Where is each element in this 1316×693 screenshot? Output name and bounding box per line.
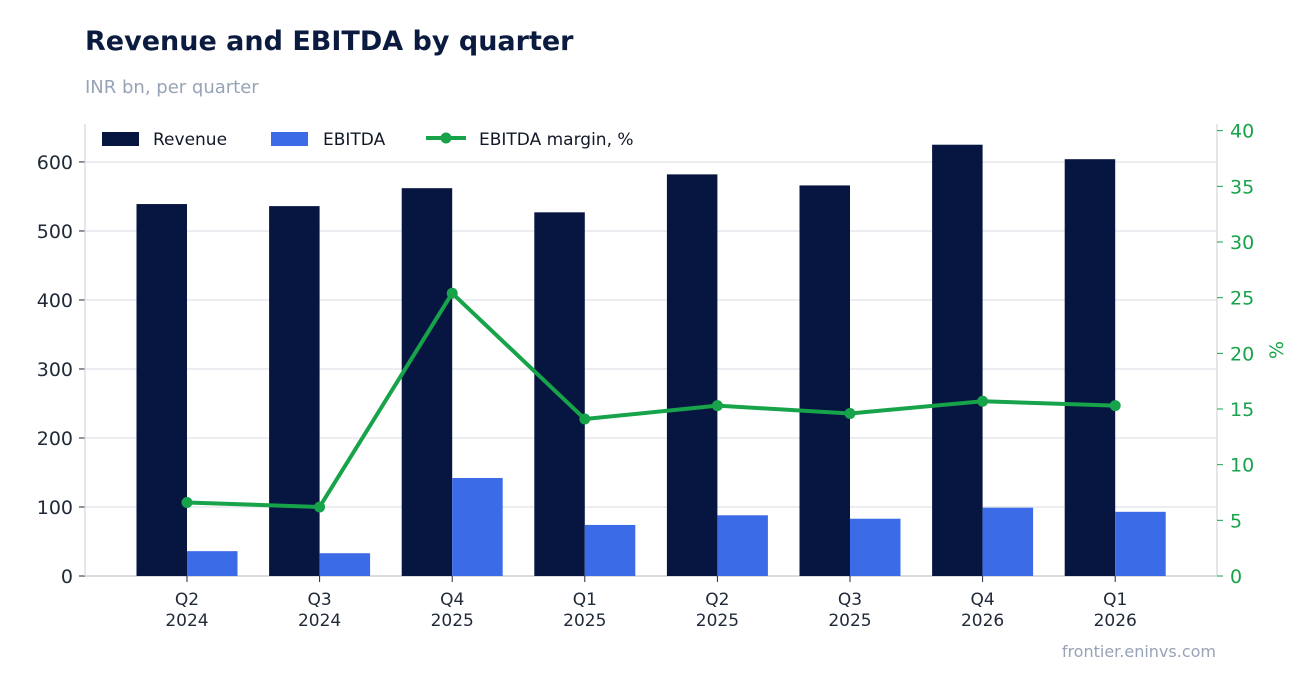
revenue-bar	[1064, 159, 1116, 576]
revenue-bar	[401, 188, 453, 576]
x-tick-label: 2024	[165, 611, 208, 631]
ebitda-bar	[584, 524, 636, 576]
chart-subtitle: INR bn, per quarter	[85, 77, 259, 98]
ebitda-bar	[717, 515, 768, 576]
legend-label-revenue: Revenue	[153, 130, 227, 150]
margin-point	[1109, 400, 1121, 412]
left-tick-label: 0	[61, 566, 73, 588]
legend-marker-margin	[440, 132, 452, 144]
right-tick-label: 25	[1230, 288, 1254, 310]
x-tick-label: 2025	[431, 611, 474, 631]
x-tick-label: 2025	[563, 611, 606, 631]
right-tick-label: 0	[1230, 566, 1242, 588]
ebitda-bar	[452, 478, 503, 576]
revenue-bar	[666, 174, 718, 576]
right-tick-label: 30	[1230, 232, 1254, 254]
right-tick-label: 35	[1230, 176, 1254, 198]
margin-point	[844, 407, 856, 419]
ebitda-bar	[319, 553, 371, 576]
left-tick-label: 500	[37, 221, 73, 243]
legend-label-margin: EBITDA margin, %	[479, 130, 634, 150]
x-tick-label: Q1	[573, 590, 597, 610]
left-tick-label: 300	[37, 359, 73, 381]
x-tick-label: 2025	[696, 611, 739, 631]
left-tick-label: 200	[37, 428, 73, 450]
x-tick-label: Q3	[838, 590, 862, 610]
revenue-bar	[136, 204, 187, 576]
left-tick-label: 100	[37, 497, 73, 519]
margin-point	[314, 501, 326, 513]
revenue-bar	[932, 144, 983, 577]
margin-line	[186, 291, 1116, 509]
x-tick-label: 2026	[961, 611, 1004, 631]
x-tick-label: Q2	[705, 590, 729, 610]
revenue-bar	[799, 185, 850, 576]
x-tick-label: 2024	[298, 611, 341, 631]
right-tick-label: 40	[1230, 121, 1254, 143]
right-tick-label: 15	[1230, 399, 1254, 421]
ebitda-bar	[982, 507, 1034, 576]
legend-swatch-ebitda	[271, 132, 308, 146]
chart-title: Revenue and EBITDA by quarter	[85, 26, 574, 57]
margin-point	[579, 413, 591, 425]
legend-swatch-revenue	[102, 132, 139, 146]
x-tick-label: Q2	[175, 590, 199, 610]
legend-label-ebitda: EBITDA	[323, 130, 386, 150]
margin-point	[711, 400, 723, 412]
right-axis-label: %	[1266, 341, 1288, 359]
ebitda-bar	[187, 551, 238, 576]
x-tick-label: Q4	[970, 590, 994, 610]
margin-point	[446, 287, 458, 299]
x-tick-label: Q1	[1103, 590, 1127, 610]
left-tick-label: 600	[37, 152, 73, 174]
ebitda-bar	[1115, 511, 1166, 576]
right-tick-label: 5	[1230, 510, 1242, 532]
x-tick-label: 2025	[828, 611, 871, 631]
right-tick-label: 10	[1230, 455, 1254, 477]
x-tick-label: Q3	[307, 590, 331, 610]
margin-point	[977, 395, 989, 407]
x-tick-label: 2026	[1094, 611, 1137, 631]
x-tick-label: Q4	[440, 590, 464, 610]
revenue-bar	[269, 206, 320, 576]
source-credit: frontier.eninvs.com	[1061, 642, 1216, 661]
margin-point	[181, 497, 193, 509]
right-tick-label: 20	[1230, 343, 1254, 365]
ebitda-bar	[850, 518, 901, 576]
left-tick-label: 400	[37, 290, 73, 312]
